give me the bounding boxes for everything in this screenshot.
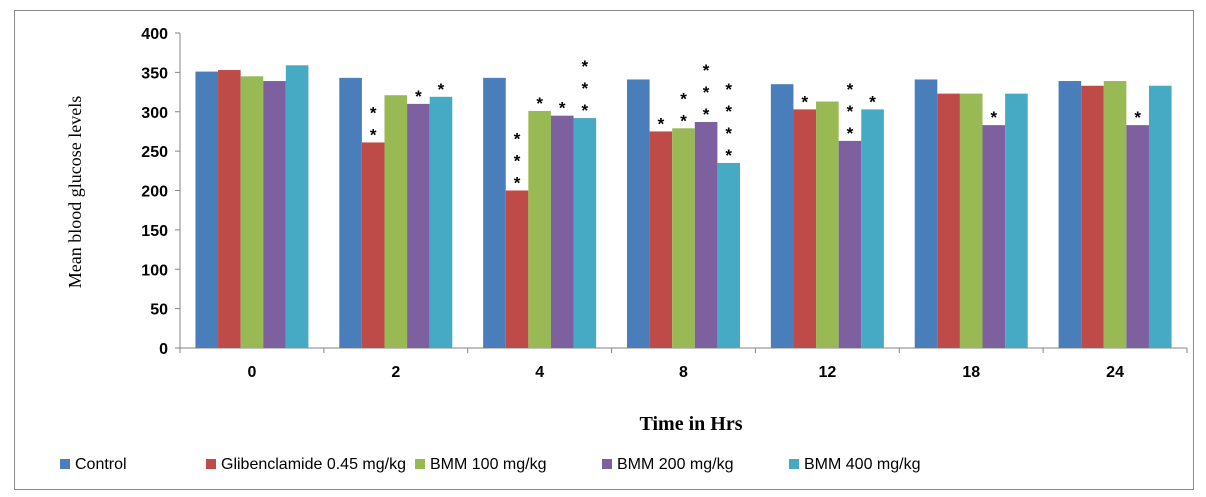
y-axis: 0 50 100 150 200 250 300 350 400: [141, 26, 181, 358]
significance-star: *: [680, 111, 687, 130]
bar: [861, 109, 884, 348]
legend: Control Glibenclamide 0.45 mg/kg BMM 100 m…: [60, 456, 920, 473]
y-tick-label: 100: [141, 262, 168, 279]
significance-markers: * * * * * * * * * * * * * * * * * * * * * * * * * * * * *: [370, 57, 1141, 192]
legend-label: Control: [75, 456, 127, 473]
significance-star: *: [847, 124, 854, 143]
y-tick-label: 250: [141, 144, 168, 161]
significance-star: *: [991, 108, 998, 127]
bar: [407, 103, 430, 348]
significance-star: *: [680, 89, 687, 108]
bar: [959, 93, 983, 348]
bar: [1103, 81, 1127, 348]
bar: [672, 128, 695, 348]
x-tick-label: 18: [962, 364, 980, 381]
bar: [649, 131, 673, 348]
legend-swatch: [415, 459, 425, 469]
y-tick-label: 350: [141, 65, 168, 82]
significance-star: *: [514, 130, 521, 149]
legend-label: BMM 400 mg/kg: [804, 456, 920, 473]
bar: [770, 84, 794, 348]
significance-star: *: [703, 61, 710, 80]
significance-star: *: [703, 105, 710, 124]
bars: [195, 65, 1172, 349]
bar: [1148, 85, 1172, 348]
significance-star: *: [415, 87, 422, 106]
significance-star: *: [725, 146, 732, 165]
significance-star: *: [514, 174, 521, 193]
bar: [528, 110, 551, 349]
bar: [838, 140, 862, 348]
significance-star: *: [801, 92, 808, 111]
significance-star: *: [725, 102, 732, 121]
y-tick-label: 300: [141, 105, 168, 122]
significance-star: *: [847, 102, 854, 121]
significance-star: *: [1134, 108, 1141, 127]
x-tick-label: 24: [1106, 364, 1124, 381]
bar: [218, 70, 241, 348]
x-axis-title: Time in Hrs: [640, 413, 743, 435]
legend-swatch: [60, 459, 70, 469]
significance-star: *: [582, 79, 589, 98]
y-tick-label: 150: [141, 223, 168, 240]
bar: [550, 115, 574, 348]
legend-swatch: [602, 459, 612, 469]
bar: [1005, 93, 1028, 348]
x-tick-label: 0: [247, 364, 256, 381]
x-tick-label: 8: [679, 364, 688, 381]
significance-star: *: [869, 92, 876, 111]
significance-star: *: [703, 83, 710, 102]
legend-label: Glibenclamide 0.45 mg/kg: [221, 456, 406, 473]
bar: [429, 96, 453, 348]
bar: [694, 121, 718, 348]
bar: [361, 142, 385, 348]
bar: [793, 109, 817, 348]
significance-star: *: [536, 94, 543, 113]
x-axis: 0 2 4 8 12 18 24: [179, 347, 1188, 381]
significance-star: *: [514, 152, 521, 171]
significance-star: *: [370, 103, 377, 122]
bar: [627, 79, 650, 349]
x-tick-label: 4: [535, 364, 544, 381]
bar: [285, 65, 309, 348]
significance-star: *: [582, 57, 589, 76]
bar: [914, 79, 938, 349]
bar: [1058, 81, 1082, 348]
bar: [505, 190, 529, 348]
significance-star: *: [725, 80, 732, 99]
bar: [339, 77, 362, 348]
bar: [816, 101, 839, 348]
significance-star: *: [658, 114, 665, 133]
chart-frame: 0 50 100 150 200 250 300 350 400 0 2 4 8 12 18 24 * * * *…: [14, 10, 1194, 490]
bar: [240, 76, 264, 348]
bar: [1126, 125, 1149, 348]
significance-star: *: [370, 125, 377, 144]
bar: [483, 77, 506, 348]
significance-star: *: [438, 80, 445, 99]
bar: [384, 95, 408, 349]
significance-star: *: [725, 124, 732, 143]
bar: [982, 125, 1006, 348]
bar: [263, 81, 286, 348]
y-tick-label: 200: [141, 184, 168, 201]
x-tick-label: 2: [391, 364, 400, 381]
bar: [717, 162, 740, 348]
x-tick-label: 12: [818, 364, 836, 381]
y-axis-title: Mean blood glucose levels: [65, 96, 85, 288]
bar: [573, 118, 597, 348]
bar: [195, 71, 219, 349]
y-tick-label: 400: [141, 26, 168, 43]
legend-swatch: [206, 459, 216, 469]
significance-star: *: [559, 99, 566, 118]
significance-star: *: [847, 80, 854, 99]
bar: [1081, 85, 1104, 348]
legend-label: BMM 100 mg/kg: [430, 456, 546, 473]
significance-star: *: [582, 101, 589, 120]
y-tick-label: 0: [159, 341, 168, 358]
y-tick-label: 50: [150, 302, 168, 319]
bar: [937, 93, 960, 348]
legend-swatch: [789, 459, 799, 469]
legend-label: BMM 200 mg/kg: [617, 456, 733, 473]
